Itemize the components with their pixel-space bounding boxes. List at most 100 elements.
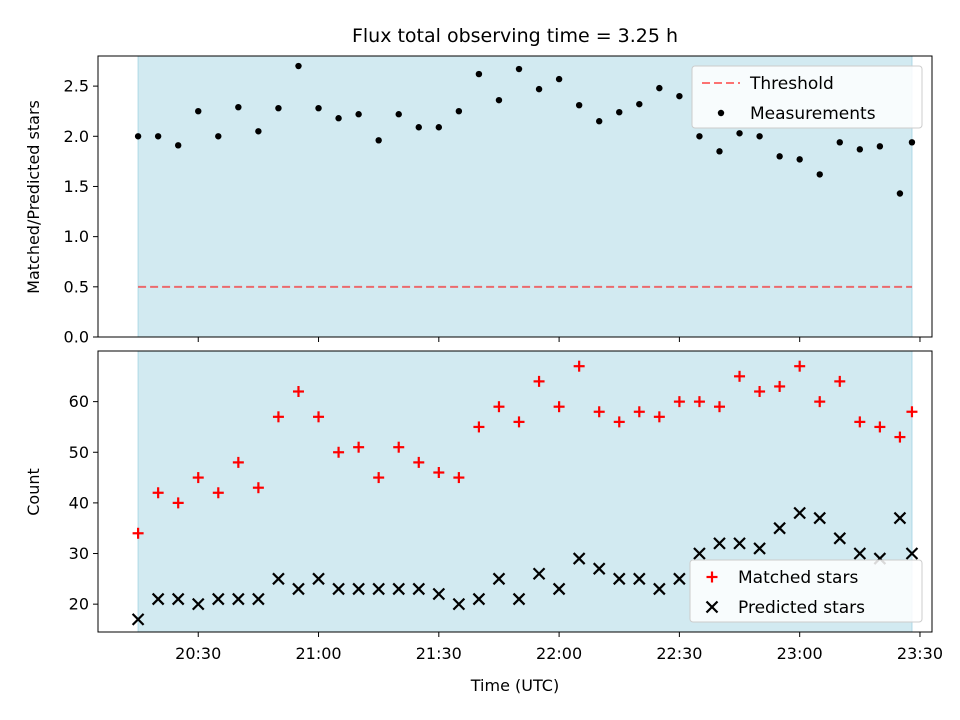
matched-stars-point <box>734 370 746 382</box>
matched-stars-point <box>653 411 665 423</box>
measurement-point <box>776 153 783 160</box>
matched-stars-point <box>774 380 786 392</box>
top-y-tick-label: 0.0 <box>64 328 89 347</box>
top-y-tick-label: 0.5 <box>64 277 89 296</box>
measurement-point <box>255 128 262 135</box>
top-y-axis-label: Matched/Predicted stars <box>24 100 43 294</box>
matched-stars-point <box>272 411 284 423</box>
measurement-point <box>856 146 864 153</box>
bottom-panel: 20 30 40 50 60 20:30 21:00 21:30 22:00 22:30 23:00… <box>69 350 943 663</box>
matched-stars-point <box>533 375 545 387</box>
measurement-point <box>134 133 142 140</box>
predicted-stars-point <box>853 547 867 560</box>
predicted-stars-point <box>472 592 486 606</box>
predicted-stars-point <box>252 592 265 606</box>
matched-stars-point <box>874 421 886 433</box>
predicted-stars-point <box>412 582 426 596</box>
matched-stars-point <box>292 386 304 398</box>
measurement-point <box>616 109 623 116</box>
predicted-stars-point <box>612 572 626 586</box>
measurement-point <box>535 85 543 93</box>
matched-stars-point <box>814 396 826 408</box>
top-y-tick-label: 1.5 <box>64 177 89 196</box>
matched-stars-point <box>906 406 918 418</box>
top-axes-frame <box>97 55 933 338</box>
measurement-point <box>475 70 483 78</box>
predicted-stars-point <box>773 521 786 535</box>
matched-stars-point <box>593 406 605 418</box>
predicted-stars-point <box>633 572 646 586</box>
bottom-y-tick-label: 30 <box>69 544 89 563</box>
chart-title: Flux total observing time = 3.25 h <box>352 25 678 47</box>
predicted-stars-point <box>352 582 365 596</box>
measurement-point <box>395 111 402 118</box>
matched-stars-point <box>613 416 625 428</box>
matched-stars-point <box>373 472 385 484</box>
measurement-point <box>816 171 823 178</box>
x-tick-label: 21:30 <box>416 644 462 663</box>
matched-stars-point <box>212 487 224 499</box>
measurement-point <box>596 118 603 125</box>
bottom-axes-frame <box>97 350 933 633</box>
x-tick-label: 21:00 <box>295 644 341 663</box>
matched-stars-point <box>473 421 485 433</box>
bottom-legend-box <box>689 559 923 623</box>
predicted-stars-point <box>272 572 285 586</box>
x-tick-label: 20:30 <box>175 644 221 663</box>
matched-stars-point <box>573 360 585 372</box>
x-axis-label: Time (UTC) <box>470 676 559 695</box>
legend-matched-label: Matched stars <box>738 568 858 588</box>
predicted-stars-point <box>673 572 686 586</box>
measurement-point <box>415 124 422 131</box>
matched-stars-point <box>132 527 144 539</box>
matched-stars-point <box>493 401 505 413</box>
predicted-stars-point <box>833 532 847 545</box>
matched-stars-point <box>172 497 184 509</box>
top-y-tick-label: 2.0 <box>64 127 89 146</box>
matched-stars-point <box>834 375 846 387</box>
top-y-tick-label: 2.5 <box>64 77 89 96</box>
legend-measurements-swatch <box>717 109 725 117</box>
measurement-point <box>315 104 322 112</box>
predicted-stars-point <box>432 587 446 601</box>
predicted-stars-point <box>552 582 566 596</box>
matched-stars-point <box>854 416 866 428</box>
measurement-point <box>676 92 683 100</box>
matched-stars-point <box>713 401 725 413</box>
predicted-stars-point <box>292 582 305 596</box>
bottom-y-axis-label: Count <box>24 468 43 516</box>
measurement-point <box>355 111 362 118</box>
predicted-stars-point <box>312 572 325 586</box>
predicted-stars-point <box>392 582 405 596</box>
measurement-point <box>275 104 282 112</box>
measurement-point <box>636 100 643 108</box>
measurement-point <box>876 143 884 150</box>
matched-stars-point <box>152 487 164 499</box>
matched-stars-point <box>794 360 806 372</box>
legend-measurements-label: Measurements <box>750 104 876 124</box>
measurement-point <box>335 115 342 122</box>
matched-stars-point <box>513 416 525 428</box>
predicted-stars-point <box>452 597 466 611</box>
measurement-point <box>195 107 202 115</box>
matched-stars-point <box>894 431 906 443</box>
measurement-point <box>295 62 302 70</box>
measurement-point <box>495 96 503 104</box>
x-tick-label: 22:30 <box>656 644 702 663</box>
predicted-stars-point <box>592 562 606 575</box>
measurement-point <box>716 148 723 155</box>
predicted-stars-point <box>893 511 907 525</box>
predicted-stars-point <box>212 592 225 606</box>
top-legend-box <box>691 65 923 129</box>
predicted-stars-point <box>492 572 506 586</box>
predicted-stars-point <box>753 542 766 555</box>
predicted-stars-point <box>793 506 806 520</box>
predicted-stars-point <box>232 592 245 606</box>
bottom-y-tick-label: 20 <box>69 595 89 614</box>
measurement-point <box>896 190 904 197</box>
x-tick-label: 23:30 <box>897 644 943 663</box>
legend-matched-swatch <box>706 571 718 583</box>
measurement-point <box>696 133 703 140</box>
measurement-point <box>575 101 583 109</box>
